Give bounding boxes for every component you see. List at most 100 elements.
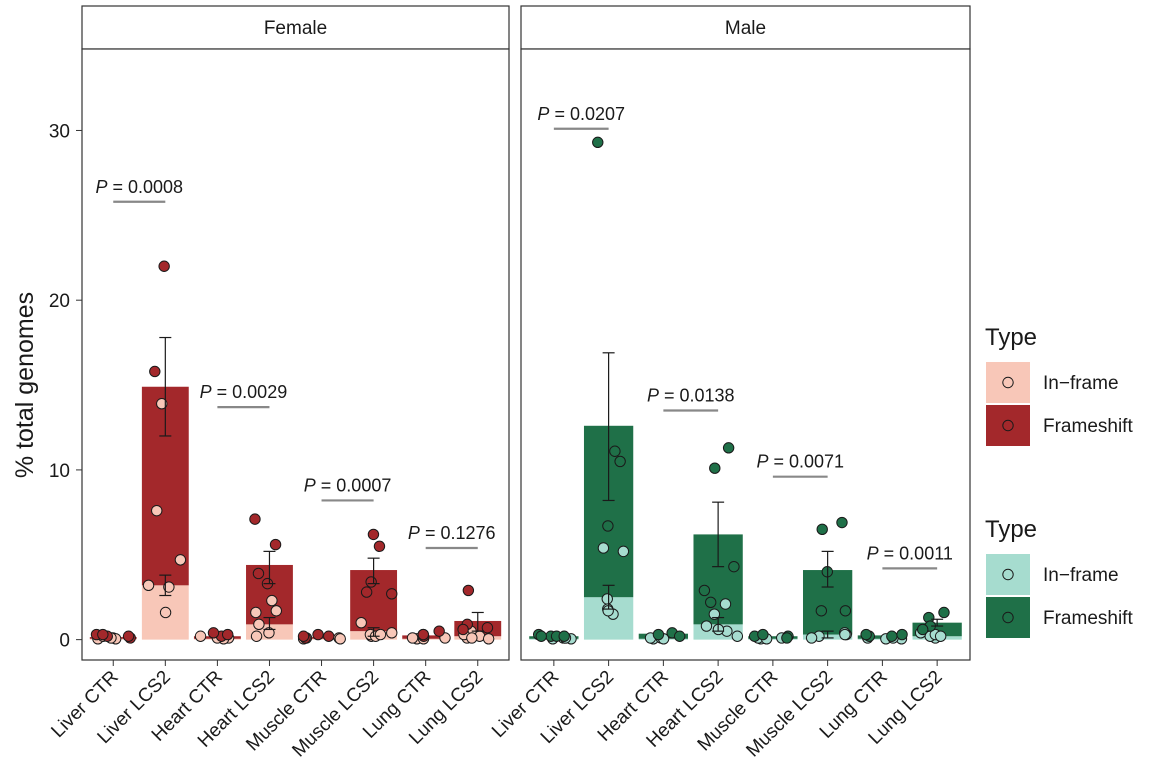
pvalue-label: P = 0.0008	[95, 177, 183, 197]
point-frameshift	[722, 442, 735, 454]
legend-2: Type In−frame Frameshift	[985, 516, 1133, 638]
point-frameshift	[462, 584, 475, 597]
point-frameshift	[839, 605, 852, 617]
pvalue-label: P = 0.0007	[304, 475, 392, 495]
legends: Type In−frame Frameshift Type In−frame Frames…	[985, 324, 1133, 638]
point-frameshift	[433, 625, 445, 637]
point-inframe	[934, 630, 947, 642]
point-inframe	[253, 618, 265, 631]
pvalue-label: P = 0.0207	[537, 104, 625, 124]
point-frameshift	[367, 528, 380, 541]
point-frameshift	[269, 538, 282, 551]
point-frameshift	[481, 622, 494, 634]
point-frameshift	[249, 513, 261, 525]
point-inframe	[386, 627, 398, 639]
y-axis-label: % total genomes	[11, 292, 39, 478]
point-frameshift	[149, 365, 161, 378]
y-axis: 0 10 20 30	[49, 121, 82, 652]
bar-frameshift	[748, 636, 798, 639]
y-tick-label: 10	[49, 461, 70, 482]
facet-panels: Female P = 0.0008 P = 0.0029 P = 0.0007 P = …	[47, 5, 971, 761]
legend-key-point	[1002, 419, 1014, 432]
point-inframe	[466, 632, 478, 644]
legend-title: Type	[985, 516, 1037, 543]
pvalue-label: P = 0.0029	[200, 382, 288, 402]
point-frameshift	[614, 455, 626, 468]
point-frameshift	[709, 462, 721, 474]
panel-title: Female	[264, 18, 327, 39]
legend-label: In−frame	[1043, 373, 1119, 394]
point-inframe	[163, 581, 175, 593]
point-frameshift	[365, 576, 377, 588]
point-inframe	[250, 630, 263, 642]
point-inframe	[482, 633, 495, 645]
point-inframe	[617, 545, 630, 558]
point-frameshift	[781, 632, 793, 644]
point-inframe	[601, 593, 613, 605]
point-frameshift	[757, 628, 769, 641]
y-tick-label: 30	[49, 121, 70, 142]
bar-inframe	[748, 638, 798, 640]
legend-1: Type In−frame Frameshift	[985, 324, 1133, 446]
point-frameshift	[312, 628, 324, 641]
bar-inframe	[298, 638, 345, 640]
point-inframe	[839, 628, 851, 641]
point-frameshift	[815, 605, 828, 617]
legend-label: Frameshift	[1043, 608, 1133, 629]
point-frameshift	[386, 588, 398, 600]
point-frameshift	[886, 630, 898, 642]
point-frameshift	[705, 596, 717, 608]
panel-female: Female P = 0.0008 P = 0.0029 P = 0.0007 P = …	[47, 5, 510, 761]
point-frameshift	[836, 516, 848, 529]
point-frameshift	[360, 586, 373, 598]
point-frameshift	[323, 630, 335, 642]
point-frameshift	[592, 136, 604, 149]
point-frameshift	[558, 630, 570, 642]
point-frameshift	[896, 628, 908, 641]
legend-key-point	[1002, 568, 1014, 581]
panel-strip	[81, 5, 510, 50]
point-inframe	[156, 398, 168, 410]
point-frameshift	[816, 523, 828, 536]
point-inframe	[194, 630, 207, 642]
point-inframe	[250, 606, 262, 619]
point-inframe	[805, 632, 818, 644]
point-frameshift	[373, 540, 386, 552]
point-frameshift	[207, 627, 220, 639]
legend-key-point	[1002, 376, 1014, 389]
point-inframe	[334, 633, 346, 645]
point-inframe	[406, 632, 419, 644]
panel-title: Male	[725, 18, 766, 39]
legend-label: In−frame	[1043, 565, 1119, 586]
point-inframe	[270, 605, 283, 617]
point-inframe	[142, 579, 155, 592]
point-frameshift	[297, 630, 310, 642]
legend-title: Type	[985, 324, 1037, 351]
point-inframe	[374, 628, 387, 641]
point-frameshift	[652, 628, 665, 641]
point-inframe	[719, 598, 732, 610]
point-frameshift	[673, 630, 686, 642]
point-inframe	[174, 554, 187, 566]
point-inframe	[731, 630, 744, 642]
point-frameshift	[602, 520, 614, 532]
pvalue-label: P = 0.0138	[647, 386, 735, 406]
pvalue-label: P = 0.0011	[867, 543, 953, 563]
point-inframe	[708, 608, 721, 620]
point-frameshift	[609, 445, 621, 457]
pvalue-label: P = 0.1276	[408, 523, 496, 543]
legend-label: Frameshift	[1043, 416, 1133, 437]
point-frameshift	[728, 560, 740, 573]
legend-key-point	[1002, 611, 1014, 624]
panel-male: Male P = 0.0207 P = 0.0138 P = 0.0071 P = 0.…	[488, 5, 971, 761]
point-inframe	[151, 504, 163, 517]
y-tick-label: 0	[59, 631, 70, 652]
point-frameshift	[252, 567, 265, 580]
point-frameshift	[417, 628, 429, 641]
point-frameshift	[938, 606, 950, 619]
point-inframe	[266, 594, 278, 607]
point-frameshift	[916, 623, 929, 636]
point-frameshift	[860, 628, 872, 641]
point-inframe	[355, 616, 367, 629]
